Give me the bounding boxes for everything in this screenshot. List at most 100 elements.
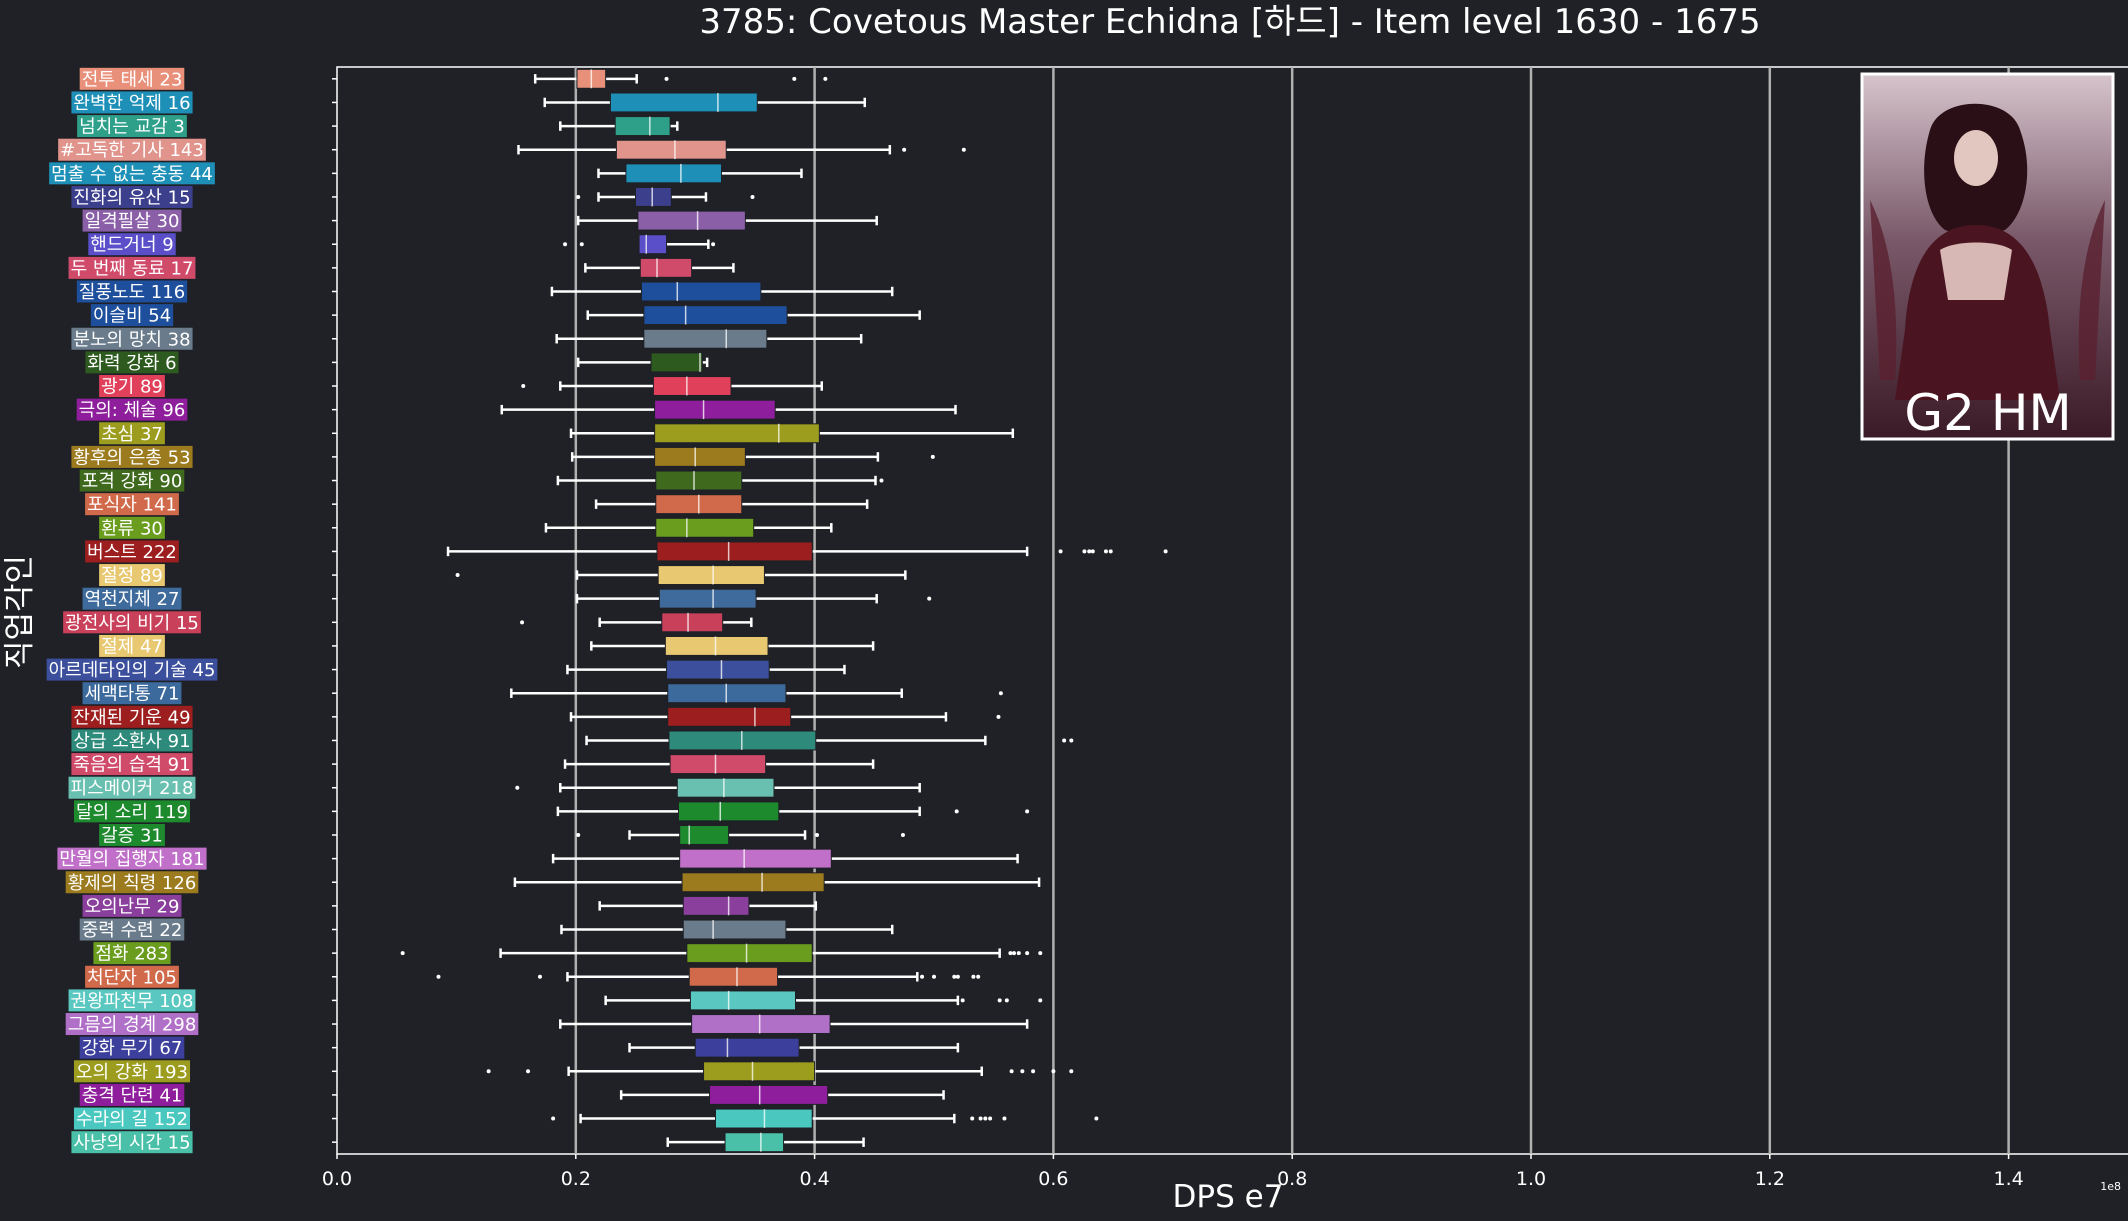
category-label: 일격필살 30 bbox=[85, 211, 180, 232]
category-label-bg bbox=[82, 894, 182, 917]
category-label-bg bbox=[82, 209, 182, 232]
box bbox=[635, 187, 672, 207]
outlier-point bbox=[932, 974, 936, 979]
box bbox=[639, 257, 693, 278]
box bbox=[691, 1014, 831, 1034]
outlier-point bbox=[976, 974, 981, 979]
category-label-bg bbox=[79, 1036, 185, 1059]
category-label-bg bbox=[71, 1131, 193, 1154]
outlier-point bbox=[955, 974, 960, 979]
outlier-point bbox=[1062, 738, 1067, 743]
outlier-point bbox=[515, 785, 520, 790]
category-label: 이슬비 54 bbox=[93, 306, 171, 327]
category-label: 권왕파천무 108 bbox=[71, 991, 194, 1012]
outlier-point bbox=[900, 832, 905, 837]
outlier-point bbox=[1038, 951, 1043, 956]
x-tick-label: 0.6 bbox=[1038, 1168, 1068, 1190]
outlier-point bbox=[1020, 1069, 1025, 1074]
outlier-point bbox=[576, 194, 581, 199]
outlier-point bbox=[1016, 951, 1021, 956]
category-label-bg bbox=[82, 587, 182, 610]
category-label-bg bbox=[68, 776, 196, 799]
outlier-point bbox=[960, 998, 965, 1003]
category-label-bg bbox=[79, 469, 185, 492]
category-label: 분노의 망치 38 bbox=[73, 329, 190, 350]
category-label: 아르데타인의 기술 45 bbox=[49, 660, 216, 681]
category-label: 두 번째 동료 17 bbox=[71, 258, 194, 279]
category-label-bg bbox=[79, 67, 185, 90]
category-label-bg bbox=[90, 304, 174, 327]
category-label-bg bbox=[68, 989, 196, 1012]
outlier-point bbox=[1082, 549, 1087, 554]
box bbox=[677, 801, 780, 822]
outlier-point bbox=[1103, 549, 1108, 554]
outlier-point bbox=[823, 76, 828, 81]
category-label: 오의 강화 193 bbox=[76, 1062, 188, 1083]
outlier-point bbox=[1051, 1069, 1056, 1074]
category-label-bg bbox=[73, 1107, 191, 1130]
category-label: 상급 소환사 91 bbox=[73, 731, 190, 752]
category-label: 충격 단련 41 bbox=[82, 1085, 183, 1106]
box bbox=[724, 1132, 785, 1153]
category-label: 만월의 집행자 181 bbox=[59, 849, 204, 870]
category-label-bg bbox=[71, 729, 193, 752]
category-label-bg bbox=[58, 138, 206, 161]
x-tick-label: 0.8 bbox=[1277, 1168, 1307, 1190]
category-label-bg bbox=[76, 280, 188, 303]
box bbox=[643, 328, 768, 349]
outlier-point bbox=[1038, 998, 1043, 1003]
box bbox=[681, 872, 825, 893]
category-label: 버스트 222 bbox=[87, 542, 177, 563]
category-label-bg bbox=[65, 1013, 199, 1036]
outlier-point bbox=[970, 1116, 975, 1121]
outlier-point bbox=[998, 691, 1003, 696]
category-label-bg bbox=[82, 682, 182, 705]
outlier-point bbox=[996, 714, 1001, 719]
category-label: 화력 강화 6 bbox=[87, 353, 176, 374]
outlier-point bbox=[978, 1116, 983, 1121]
portrait-figure-image bbox=[1870, 103, 2105, 400]
box bbox=[682, 919, 787, 940]
category-label: 포격 강화 90 bbox=[82, 471, 183, 492]
box bbox=[655, 470, 743, 491]
box bbox=[709, 1084, 829, 1105]
outlier-point bbox=[520, 620, 525, 625]
outlier-point bbox=[436, 974, 441, 979]
box bbox=[679, 848, 832, 869]
category-label-bg bbox=[73, 1060, 191, 1083]
box bbox=[682, 895, 750, 916]
box bbox=[652, 376, 732, 396]
outlier-point bbox=[563, 242, 568, 247]
category-label-bg bbox=[93, 942, 171, 965]
x-tick-label: 1.4 bbox=[1993, 1168, 2023, 1190]
category-label: 강화 무기 67 bbox=[82, 1038, 183, 1059]
category-label: 그믐의 경계 298 bbox=[68, 1015, 197, 1036]
category-label-bg bbox=[73, 800, 191, 823]
category-label-bg bbox=[99, 422, 165, 445]
category-label: #고독한 기사 143 bbox=[60, 140, 204, 161]
box bbox=[625, 163, 722, 184]
x-tick-label: 0.2 bbox=[561, 1168, 591, 1190]
outlier-point bbox=[879, 478, 884, 483]
outlier-point bbox=[1087, 549, 1092, 554]
y-axis-label: 직업각인 bbox=[2, 555, 38, 669]
outlier-point bbox=[930, 454, 935, 459]
category-label: 점화 283 bbox=[95, 944, 168, 965]
box bbox=[676, 777, 775, 798]
category-label-bg bbox=[88, 233, 176, 256]
outlier-point bbox=[486, 1069, 491, 1074]
category-label-bg bbox=[71, 327, 193, 350]
outlier-point bbox=[537, 974, 542, 979]
outlier-point bbox=[1090, 549, 1095, 554]
box bbox=[615, 139, 727, 160]
box bbox=[654, 423, 820, 444]
outlier-point bbox=[927, 596, 932, 601]
x-tick-label: 0.0 bbox=[322, 1168, 352, 1190]
outlier-point bbox=[920, 974, 925, 979]
outlier-point bbox=[711, 242, 716, 247]
outlier-point bbox=[902, 147, 907, 152]
box bbox=[661, 612, 724, 633]
box bbox=[654, 399, 776, 420]
category-label: 환류 30 bbox=[101, 518, 163, 539]
